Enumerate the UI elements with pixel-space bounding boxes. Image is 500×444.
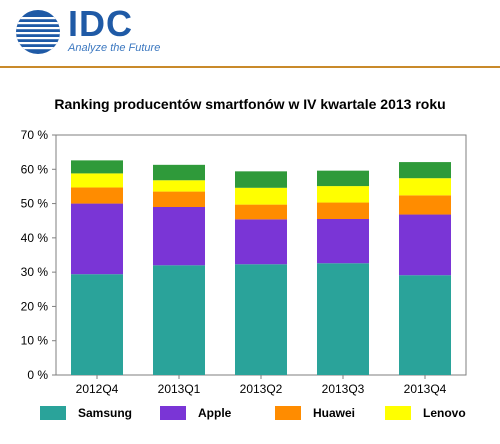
plot-area (55, 134, 467, 376)
bar-segment-other-2013q4 (399, 162, 451, 179)
x-axis: 2012Q4 2013Q1 2013Q2 2013Q3 2013Q4 (76, 375, 447, 396)
x-tick-label: 2013Q2 (240, 382, 283, 396)
stacked-bar-chart: Ranking producentów smartfonów w IV kwar… (21, 96, 467, 420)
bar-segment-other-2013q3 (317, 170, 369, 187)
chart-container: Ranking producentów smartfonów w IV kwar… (0, 68, 500, 439)
bar-segment-lenovo-2013q1 (153, 180, 205, 192)
y-tick-label: 50 % (21, 197, 49, 211)
y-tick-label: 60 % (21, 162, 49, 176)
bar-segment-samsung-2013q3 (317, 263, 369, 375)
bar-segment-huawei-2013q3 (317, 202, 369, 219)
y-tick-label: 40 % (21, 231, 49, 245)
x-tick-label: 2012Q4 (76, 382, 119, 396)
bar-segment-lenovo-2013q2 (235, 187, 287, 205)
bar-segment-lenovo-2012q4 (71, 173, 123, 188)
idc-globe-logo-icon (16, 10, 60, 54)
bar-segment-samsung-2013q2 (235, 264, 287, 375)
legend-label-apple: Apple (198, 406, 232, 420)
header-divider (0, 66, 500, 68)
bar-segment-apple-2012q4 (71, 203, 123, 275)
bar-segment-samsung-2013q1 (153, 265, 205, 375)
bar-segment-apple-2013q3 (317, 219, 369, 264)
y-tick-label: 70 % (21, 128, 49, 142)
bar-segment-apple-2013q4 (399, 214, 451, 276)
y-axis: 0 % 10 % 20 % 30 % 40 % 50 % 60 % 70 % (21, 128, 56, 382)
bar-segment-other-2013q2 (235, 171, 287, 188)
bar-segment-apple-2013q2 (235, 219, 287, 265)
bar-segment-huawei-2012q4 (71, 187, 123, 204)
legend: Samsung Apple Huawei Lenovo (40, 406, 466, 420)
x-tick-label: 2013Q3 (322, 382, 365, 396)
bar-segment-apple-2013q1 (153, 207, 205, 266)
y-tick-label: 30 % (21, 265, 49, 279)
legend-swatch-huawei (275, 406, 301, 420)
logo-text: IDC (68, 3, 133, 44)
chart-title: Ranking producentów smartfonów w IV kwar… (54, 96, 445, 112)
y-tick-label: 0 % (27, 368, 48, 382)
x-tick-label: 2013Q1 (158, 382, 201, 396)
bar-segment-other-2012q4 (71, 160, 123, 174)
legend-swatch-lenovo (385, 406, 411, 420)
legend-label-samsung: Samsung (78, 406, 132, 420)
logo-tagline: Analyze the Future (68, 42, 161, 54)
bar-segment-huawei-2013q4 (399, 195, 451, 215)
bar-segment-lenovo-2013q3 (317, 186, 369, 203)
legend-label-lenovo: Lenovo (423, 406, 466, 420)
bar-segment-samsung-2012q4 (71, 274, 123, 375)
bar-segment-huawei-2013q1 (153, 191, 205, 207)
bar-segment-huawei-2013q2 (235, 204, 287, 220)
bar-segment-other-2013q1 (153, 164, 205, 181)
x-tick-label: 2013Q4 (404, 382, 447, 396)
legend-swatch-samsung (40, 406, 66, 420)
legend-swatch-apple (160, 406, 186, 420)
bar-segment-samsung-2013q4 (399, 275, 451, 375)
bar-segment-lenovo-2013q4 (399, 178, 451, 196)
y-tick-label: 10 % (21, 334, 49, 348)
legend-label-huawei: Huawei (313, 406, 355, 420)
y-tick-label: 20 % (21, 299, 49, 313)
header: IDC Analyze the Future (0, 0, 500, 66)
